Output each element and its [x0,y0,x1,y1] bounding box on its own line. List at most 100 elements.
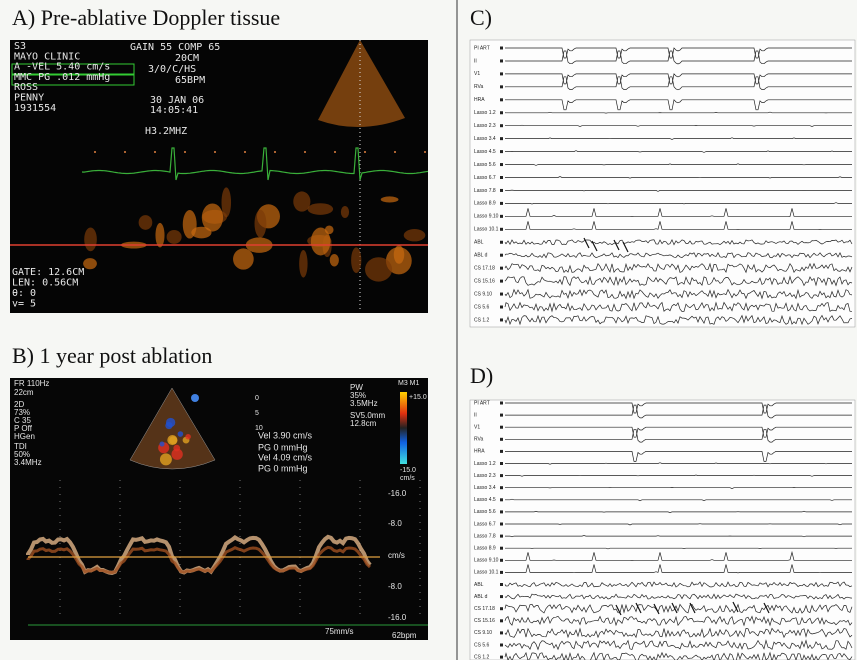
channel-marker [500,279,503,283]
channel-marker [500,240,503,244]
overlay-text: 62bpm [392,631,417,640]
overlay-text: SV5.0mm [350,411,385,420]
doppler-signal [380,196,399,203]
channel-marker [500,46,503,50]
egm-trace [505,176,852,179]
doppler-signal [340,206,350,219]
overlay-text: TDI [14,442,27,451]
egm-trace [504,50,852,65]
doppler-signal [83,258,97,270]
channel-marker [500,413,503,417]
channel-label: PI ART [474,400,490,406]
channel-label: Lasso 8.9 [474,546,496,552]
channel-label: ABL d [474,253,488,259]
panel-label: D) [470,363,493,388]
channel-label: Lasso 5.6 [474,509,496,515]
overlay-text: 75mm/s [325,627,353,636]
doppler-signal [351,247,362,274]
channel-marker [500,631,503,635]
arrow [732,601,739,613]
egm-trace [504,189,852,192]
overlay-text: 65BPM [175,75,205,86]
channel-label: Lasso 6.7 [474,175,496,181]
overlay-text: 20CM [175,53,199,64]
channel-marker [500,137,503,141]
channel-marker [500,437,503,441]
channel-label: RVa [474,84,483,90]
doppler-signal [365,257,393,282]
channel-marker [500,546,503,550]
tick-dot [424,151,426,153]
color-flow [159,453,172,466]
channel-label: Lasso 5.6 [474,162,496,168]
panel-label: B) 1 year post ablation [12,343,212,368]
channel-label: Lasso 3.4 [474,485,496,491]
egm-trace [504,251,853,259]
overlay-text: PG 0 mmHg [258,463,308,473]
egm-trace [505,547,852,550]
channel-marker [500,425,503,429]
channel-label: Lasso 9.10 [474,214,499,220]
tick-dot [394,151,396,153]
doppler-signal [201,203,224,232]
tick-dot [154,151,156,153]
panel-label: C) [470,5,492,30]
arrow [689,602,696,614]
channel-label: II [474,412,477,418]
overlay-text: 12.8cm [350,419,377,428]
orientation-dot [191,394,199,402]
arrow [763,602,770,614]
overlay-text: 5 [255,410,259,417]
overlay-text: cm/s [388,551,405,560]
channel-label: Lasso 3.4 [474,136,496,142]
color-flow [169,436,178,445]
overlay-text: 10 [255,425,263,432]
channel-marker [500,124,503,128]
green-box [11,63,135,75]
channel-marker [500,266,503,270]
overlay-text: GATE: 12.6CM [12,267,84,278]
egm-trace [505,451,852,462]
channel-marker [500,643,503,647]
color-flow [185,433,191,440]
egm-trace [505,426,852,438]
egm-trace [504,275,853,287]
doppler-signal [329,253,339,267]
egm-trace [505,150,852,153]
overlay-text: 2D [14,400,24,409]
channel-label: CS 9.10 [474,630,492,636]
egm-trace [504,639,853,651]
channel-label: CS 5.6 [474,642,490,648]
overlay-text: S3 [14,41,26,52]
channel-label: CS 5.6 [474,304,490,310]
channel-label: V1 [474,425,480,431]
channel-marker [500,253,503,257]
tick-dot [244,151,246,153]
egm-trace [504,581,853,588]
channel-marker [500,111,503,115]
channel-marker [500,150,503,154]
egm-trace [504,651,853,660]
egm-trace [504,301,852,313]
egm-trace [504,137,852,140]
egm-trace [505,202,852,205]
channel-label: CS 15.16 [474,618,495,624]
channel-label: V1 [474,71,480,77]
egm-trace [505,73,852,85]
egm-trace [505,99,852,111]
color-flow [159,441,165,447]
overlay-text: PENNY [14,93,44,104]
doppler-signal [385,247,412,275]
egm-trace [504,238,853,246]
arrow [622,241,629,253]
channel-label: Lasso 10.1 [474,227,499,233]
channel-marker [500,214,503,218]
overlay-text: HGen [14,432,35,441]
tick-dot [304,151,306,153]
overlay-text: LEN: 0.56CM [12,278,78,289]
egm-trace [505,221,852,230]
doppler-signal [293,191,311,212]
overlay-text: +15.0 [409,394,427,401]
channel-marker [500,498,503,502]
